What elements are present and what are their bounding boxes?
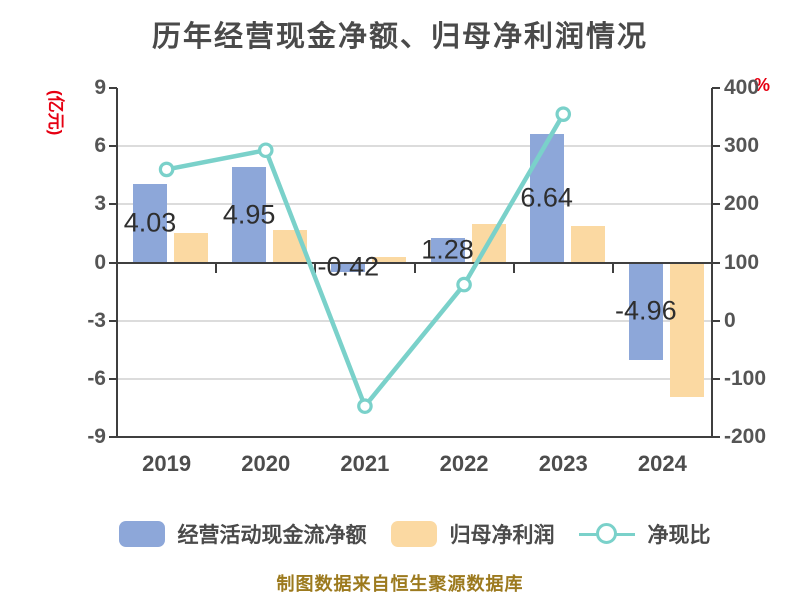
zero-axis-line xyxy=(117,261,712,264)
gridline xyxy=(117,377,712,380)
x-axis-label: 2019 xyxy=(142,451,192,476)
ratio-legend-label: 净现比 xyxy=(647,524,711,547)
right-axis-tick-label: 100 xyxy=(724,250,760,274)
bar-value-label: 6.64 xyxy=(520,182,573,213)
right-axis-tick-label: 200 xyxy=(724,192,760,216)
profit-legend-label: 归母净利润 xyxy=(449,524,555,547)
bar-value-label: 4.03 xyxy=(123,207,177,238)
x-axis-label: 2022 xyxy=(439,451,489,476)
left-axis-tick xyxy=(109,261,117,264)
profit-bar xyxy=(372,256,407,263)
right-axis-tick xyxy=(712,87,720,89)
gridline xyxy=(117,203,712,206)
profit-bar xyxy=(570,225,605,263)
right-axis-tick-label: -100 xyxy=(724,366,767,390)
y-axis-tick-label: 3 xyxy=(94,192,106,216)
ratio-line-marker xyxy=(158,161,175,178)
ratio-line-marker xyxy=(257,142,274,159)
left-axis-line xyxy=(116,88,118,438)
right-axis-unit-label: % xyxy=(754,75,771,95)
data-source-note: 制图数据来自恒生聚源数据库 xyxy=(276,574,524,594)
right-axis-tick xyxy=(712,319,720,322)
cashflow-bar xyxy=(133,184,167,263)
left-axis-tick xyxy=(109,319,117,322)
ratio-legend-marker-icon xyxy=(595,523,617,544)
y-axis-tick-label: 9 xyxy=(94,76,106,99)
chart-title: 历年经营现金净额、归母净利润情况 xyxy=(151,21,648,53)
y-axis-tick-label: -9 xyxy=(87,425,106,448)
category-tick xyxy=(215,263,218,273)
bar-value-label: -4.96 xyxy=(615,295,677,326)
y-axis-tick-label: -3 xyxy=(87,308,106,332)
y-axis-tick-label: 6 xyxy=(94,134,106,158)
category-tick xyxy=(512,263,515,273)
legend-item-profit: 归母净利润 xyxy=(390,519,555,549)
category-tick xyxy=(611,263,614,273)
ratio-line-path xyxy=(166,113,566,411)
left-axis-tick xyxy=(109,203,117,206)
bar-value-label: -0.42 xyxy=(317,251,380,282)
x-axis-label: 2021 xyxy=(340,451,390,476)
netcash-ratio-line xyxy=(158,106,572,414)
category-tick xyxy=(413,263,416,273)
bottom-axis-line xyxy=(117,436,712,438)
left-axis-tick xyxy=(109,87,117,89)
right-axis-tick xyxy=(712,203,720,206)
cashflow-bar xyxy=(430,237,465,263)
right-axis-tick xyxy=(712,145,720,148)
plot-area: 4.03 4.95 -0.42 1.28 6.64 -4.96 xyxy=(116,88,713,438)
ratio-legend-swatch xyxy=(578,522,635,546)
ratio-line-marker xyxy=(456,276,472,293)
legend-item-cashflow: 经营活动现金流净额 xyxy=(118,519,367,549)
profit-bar xyxy=(174,233,208,263)
profit-bar xyxy=(669,263,704,398)
right-axis-tick-label: 400 xyxy=(724,76,760,99)
left-axis-tick xyxy=(109,436,117,438)
cashflow-bar xyxy=(331,263,366,272)
left-axis-tick xyxy=(109,145,117,148)
ratio-line-marker xyxy=(555,106,572,122)
right-axis-tick-label: 0 xyxy=(724,308,736,332)
right-axis-tick-label: 300 xyxy=(724,134,760,158)
cashflow-legend-swatch xyxy=(118,521,165,547)
y-axis-tick-label: 0 xyxy=(94,250,106,274)
left-axis-tick xyxy=(109,377,117,380)
ratio-line-marker xyxy=(357,398,373,414)
x-axis-label: 2020 xyxy=(241,451,291,476)
x-axis-label: 2024 xyxy=(637,451,687,476)
right-axis-tick-label: -200 xyxy=(724,425,767,448)
cashflow-bar xyxy=(529,133,564,263)
right-axis-tick xyxy=(712,377,720,380)
gridline xyxy=(117,145,712,148)
cashflow-bar xyxy=(628,263,663,360)
y-axis-tick-label: -6 xyxy=(87,366,106,390)
category-tick xyxy=(314,263,317,273)
x-axis: 2019 2020 2021 2022 2023 2024 xyxy=(117,451,712,479)
chart-legend: 经营活动现金流净额 归母净利润 净现比 xyxy=(117,518,712,550)
gridline xyxy=(117,319,712,322)
right-axis-tick xyxy=(712,261,720,264)
profit-legend-swatch xyxy=(390,521,437,547)
legend-item-ratio: 净现比 xyxy=(578,519,711,549)
bar-value-label: 1.28 xyxy=(421,234,474,265)
cashflow-legend-label: 经营活动现金流净额 xyxy=(177,524,367,547)
right-axis-tick xyxy=(712,436,720,438)
x-axis-label: 2023 xyxy=(538,451,588,476)
cashflow-bar xyxy=(232,166,267,263)
bar-value-label: 4.95 xyxy=(222,199,276,229)
